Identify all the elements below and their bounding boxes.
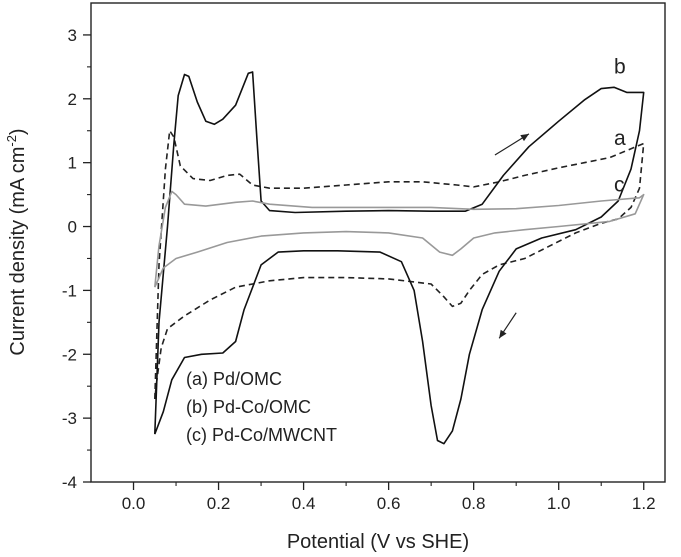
- arrow-layer: [494, 133, 530, 339]
- y-axis-title-close: ): [7, 128, 29, 135]
- y-tick-label: -2: [62, 345, 77, 364]
- y-tick-label: -1: [62, 281, 77, 300]
- legend-item-a: (a) Pd/OMC: [186, 369, 282, 389]
- y-tick-label: -3: [62, 409, 77, 428]
- direction-arrow-head: [520, 133, 529, 142]
- x-tick-label: 1.0: [547, 494, 571, 513]
- y-axis-title: Current density (mA cm-2): [4, 128, 29, 355]
- series-line-c: [154, 190, 645, 288]
- y-tick-label: -4: [62, 473, 77, 492]
- x-tick-label: 0.0: [122, 494, 146, 513]
- series-line-b: [154, 71, 645, 445]
- legend-item-c: (c) Pd-Co/MWCNT: [186, 425, 337, 445]
- x-tick-label: 0.2: [207, 494, 231, 513]
- y-tick-label: 1: [68, 154, 77, 173]
- y-axis-title-superscript: -2: [4, 135, 19, 147]
- x-axis-title: Potential (V vs SHE): [287, 531, 469, 553]
- x-tick-label: 0.8: [462, 494, 486, 513]
- legend: (a) Pd/OMC (b) Pd-Co/OMC (c) Pd-Co/MWCNT: [186, 369, 337, 445]
- curve-label-a: a: [614, 127, 626, 150]
- x-tick-label: 0.4: [292, 494, 316, 513]
- x-tick-label: 1.2: [632, 494, 656, 513]
- x-tick-label: 0.6: [377, 494, 401, 513]
- plot-frame: [90, 2, 666, 483]
- y-tick-label: 0: [68, 218, 77, 237]
- axis-ticks: 0.0 0.2 0.4 0.6 0.8 1.0 1.2 -4 -3 -2 -1 0 1 2 3: [62, 26, 656, 513]
- y-tick-label: 2: [68, 90, 77, 109]
- curve-label-layer: b ac: [614, 55, 626, 196]
- y-tick-label: 3: [68, 26, 77, 45]
- legend-item-b: (b) Pd-Co/OMC: [186, 397, 311, 417]
- series-line-a: [154, 129, 645, 400]
- y-axis-title-main: Current density (mA cm: [7, 147, 29, 356]
- direction-arrow-head: [499, 329, 507, 339]
- series-layer: [154, 71, 645, 445]
- curve-label-c: c: [614, 173, 625, 196]
- curve-label-b: b: [614, 55, 626, 78]
